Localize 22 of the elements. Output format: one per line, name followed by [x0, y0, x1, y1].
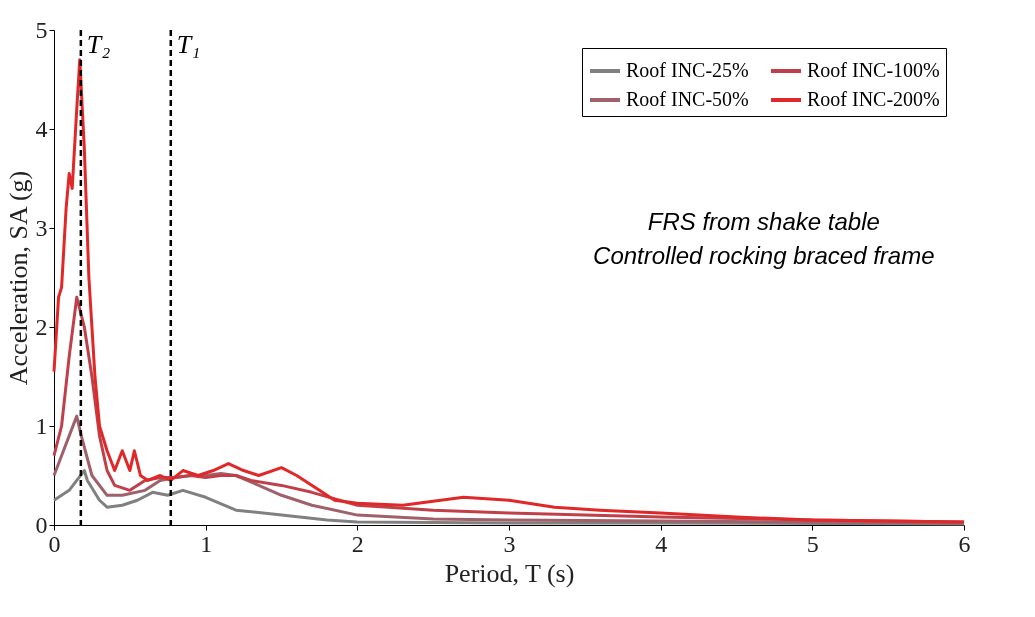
y-tick-label: 5 — [35, 16, 48, 43]
y-tick-label: 2 — [35, 313, 48, 340]
x-tick-label: 5 — [806, 530, 819, 557]
y-tick-label: 1 — [35, 412, 48, 439]
annotation: Controlled rocking braced frame — [593, 242, 935, 270]
ref-line-label: T₂ — [86, 30, 111, 59]
y-axis-title: Acceleration, SA (g) — [3, 170, 33, 386]
x-tick-label: 3 — [503, 530, 516, 557]
legend-label: Roof INC-50% — [626, 88, 749, 110]
legend-label: Roof INC-100% — [807, 59, 940, 81]
ref-line-label: T₁ — [176, 30, 201, 59]
x-tick-label: 2 — [351, 530, 364, 557]
x-tick-label: 4 — [655, 530, 668, 557]
legend-label: Roof INC-200% — [807, 88, 940, 110]
x-axis-title: Period, T (s) — [444, 558, 575, 588]
y-tick-label: 3 — [35, 214, 48, 241]
y-tick-label: 4 — [35, 115, 48, 142]
y-tick-label: 0 — [35, 511, 48, 538]
annotation: FRS from shake table — [647, 208, 880, 236]
x-tick-label: 1 — [200, 530, 213, 557]
legend-label: Roof INC-25% — [626, 59, 749, 81]
x-tick-label: 6 — [958, 530, 971, 557]
